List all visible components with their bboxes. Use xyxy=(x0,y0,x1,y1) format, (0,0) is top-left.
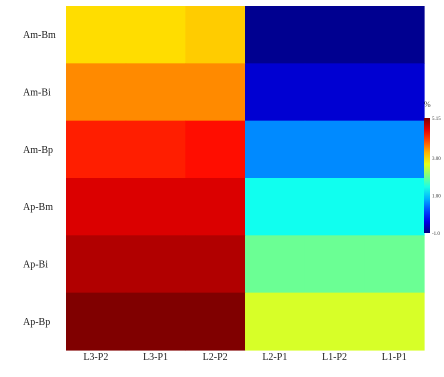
heatmap-cell-Am-Bi-L1-P1 xyxy=(364,63,425,122)
heatmap-cell-Ap-Bi-L1-P2 xyxy=(304,235,365,294)
heatmap-cell-Ap-Bi-L1-P1 xyxy=(364,235,425,294)
colorbar-gradient xyxy=(424,118,430,233)
heatmap-cell-Am-Bp-L1-P2 xyxy=(304,120,365,179)
heatmap-cell-Am-Bp-L2-P2 xyxy=(185,120,246,179)
heatmap-cell-Am-Bi-L3-P1 xyxy=(125,63,186,122)
heatmap-cell-Am-Bm-L3-P2 xyxy=(66,6,127,64)
heatmap-cell-Am-Bp-L1-P1 xyxy=(364,120,425,179)
colorbar-tick-label: 5.15 xyxy=(432,117,441,122)
heatmap-cell-Ap-Bi-L2-P2 xyxy=(185,235,246,294)
heatmap-cell-Ap-Bi-L3-P2 xyxy=(66,235,127,294)
column-labels: L3-P2 L3-P1 L2-P2 L2-P1 L1-P2 L1-P1 xyxy=(83,352,406,363)
column-label: L1-P2 xyxy=(322,352,347,363)
row-label: Ap-Bi xyxy=(23,259,48,270)
colorbar: % 5.15 3.00 1.00 -1.0 xyxy=(424,100,441,237)
heatmap-cell-Ap-Bm-L1-P2 xyxy=(304,177,365,236)
row-label: Am-Bm xyxy=(23,30,56,41)
colorbar-tick-label: -1.0 xyxy=(432,232,440,237)
heatmap-cells xyxy=(66,6,425,351)
heatmap-cell-Am-Bp-L3-P1 xyxy=(125,120,186,179)
row-labels: Am-Bm Am-Bi Am-Bp Ap-Bm Ap-Bi Ap-Bp xyxy=(23,30,56,328)
heatmap-cell-Am-Bm-L2-P2 xyxy=(185,6,246,64)
row-label: Ap-Bm xyxy=(23,202,53,213)
column-label: L3-P2 xyxy=(83,352,108,363)
heatmap-cell-Ap-Bm-L2-P1 xyxy=(245,177,306,236)
column-label: L2-P1 xyxy=(262,352,287,363)
heatmap-cell-Ap-Bp-L3-P1 xyxy=(125,292,186,351)
heatmap-cell-Ap-Bp-L2-P1 xyxy=(245,292,306,351)
heatmap-cell-Am-Bi-L3-P2 xyxy=(66,63,127,122)
row-label: Am-Bp xyxy=(23,145,53,156)
heatmap-cell-Am-Bm-L3-P1 xyxy=(125,6,186,64)
row-label: Ap-Bp xyxy=(23,317,50,328)
heatmap-cell-Ap-Bp-L1-P2 xyxy=(304,292,365,351)
colorbar-tick-label: 3.00 xyxy=(432,157,441,162)
colorbar-tick-label: 1.00 xyxy=(432,195,441,200)
column-label: L2-P2 xyxy=(203,352,228,363)
colorbar-unit: % xyxy=(424,100,431,109)
colorbar-ticks: 5.15 3.00 1.00 -1.0 xyxy=(432,117,441,237)
heatmap-cell-Am-Bp-L3-P2 xyxy=(66,120,127,179)
heatmap-cell-Ap-Bp-L3-P2 xyxy=(66,292,127,351)
heatmap-cell-Am-Bi-L1-P2 xyxy=(304,63,365,122)
heatmap-cell-Am-Bi-L2-P2 xyxy=(185,63,246,122)
heatmap-cell-Ap-Bp-L2-P2 xyxy=(185,292,246,351)
heatmap-cell-Am-Bp-L2-P1 xyxy=(245,120,306,179)
row-label: Am-Bi xyxy=(23,88,51,99)
column-label: L3-P1 xyxy=(143,352,168,363)
heatmap-cell-Ap-Bm-L2-P2 xyxy=(185,177,246,236)
heatmap-cell-Ap-Bp-L1-P1 xyxy=(364,292,425,351)
heatmap-cell-Ap-Bi-L2-P1 xyxy=(245,235,306,294)
heatmap-cell-Ap-Bm-L1-P1 xyxy=(364,177,425,236)
column-label: L1-P1 xyxy=(382,352,407,363)
heatmap-cell-Ap-Bm-L3-P1 xyxy=(125,177,186,236)
heatmap-cell-Ap-Bm-L3-P2 xyxy=(66,177,127,236)
heatmap-cell-Am-Bm-L2-P1 xyxy=(245,6,306,64)
heatmap-cell-Am-Bm-L1-P2 xyxy=(304,6,365,64)
heatmap-cell-Am-Bi-L2-P1 xyxy=(245,63,306,122)
heatmap-cell-Am-Bm-L1-P1 xyxy=(364,6,425,64)
heatmap-cell-Ap-Bi-L3-P1 xyxy=(125,235,186,294)
